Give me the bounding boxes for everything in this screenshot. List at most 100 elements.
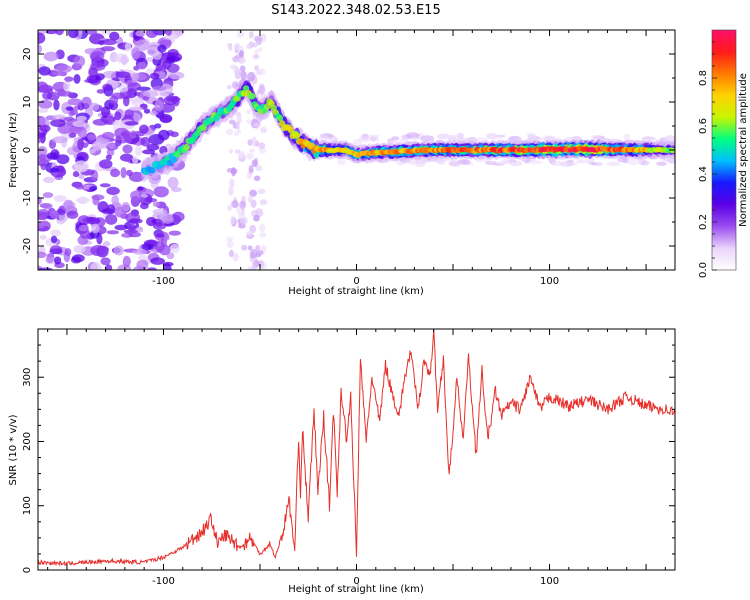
noise-blob (114, 224, 128, 231)
noise-blob (247, 71, 256, 82)
y-tick-label: 300 (22, 368, 33, 387)
noise-blob (230, 215, 236, 225)
noise-blob (68, 132, 77, 138)
noise-blob (77, 126, 87, 138)
noise-blob (248, 165, 254, 173)
ridge-cell (183, 143, 190, 151)
noise-blob (38, 223, 45, 229)
noise-blob (238, 50, 245, 59)
noise-blob (100, 46, 116, 52)
noise-blob (249, 189, 258, 197)
noise-blob (147, 49, 156, 55)
noise-blob (236, 30, 245, 38)
noise-blob (258, 47, 263, 52)
noise-blob (150, 110, 158, 116)
noise-blob (39, 124, 51, 133)
bottom-x-axis-label: Height of straight line (km) (288, 584, 424, 595)
noise-blob (49, 245, 63, 254)
noise-blob (165, 30, 172, 36)
noise-blob (249, 148, 255, 153)
noise-blob (50, 235, 58, 244)
noise-blob (501, 158, 515, 164)
noise-blob (92, 118, 109, 126)
ridge-cell (149, 167, 156, 174)
noise-blob (166, 63, 180, 73)
noise-blob (154, 123, 162, 129)
noise-blob (163, 235, 170, 241)
y-tick-label: 0 (22, 567, 33, 573)
noise-blob (38, 108, 49, 113)
noise-blob (127, 223, 136, 233)
noise-blob (108, 142, 115, 150)
noise-blob (102, 70, 118, 79)
noise-blob (456, 132, 465, 140)
noise-blob (67, 30, 79, 39)
noise-blob (109, 31, 120, 41)
noise-blob (252, 54, 260, 60)
noise-blob (163, 263, 172, 270)
noise-blob (643, 135, 652, 141)
noise-blob (168, 230, 181, 236)
noise-blob (63, 80, 71, 92)
noise-blob (129, 130, 137, 139)
y-tick-label: -10 (22, 190, 33, 206)
noise-blob (141, 243, 154, 251)
y-tick-label: 20 (22, 48, 33, 61)
noise-blob (102, 241, 111, 247)
noise-blob (85, 30, 98, 35)
noise-blob (63, 199, 74, 211)
noise-blob (260, 126, 268, 134)
top-x-axis-label: Height of straight line (km) (288, 286, 424, 297)
y-tick-label: -20 (22, 238, 33, 254)
noise-blob (50, 167, 60, 173)
noise-blob (145, 68, 155, 74)
noise-blob (69, 109, 79, 116)
noise-blob (159, 113, 173, 124)
noise-blob (75, 184, 85, 190)
noise-blob (114, 111, 122, 121)
noise-blob (42, 192, 54, 199)
x-tick-label: -100 (152, 576, 175, 587)
noise-blob (228, 42, 233, 52)
noise-blob (656, 161, 668, 166)
x-tick-label: 100 (540, 276, 559, 287)
noise-blob (231, 167, 237, 177)
x-tick-label: 0 (353, 276, 359, 287)
noise-blob (436, 158, 446, 165)
noise-blob (147, 267, 158, 270)
snr-series-line (38, 329, 675, 567)
noise-blob (58, 205, 66, 216)
ridge-cell (287, 126, 294, 134)
noise-blob (120, 130, 132, 137)
noise-blob (38, 32, 46, 44)
noise-blob (494, 134, 506, 138)
noise-blob (105, 264, 113, 270)
noise-blob (246, 43, 252, 49)
colorbar-ticks: 0.0 0.2 0.4 0.6 0.8 (698, 41, 717, 278)
noise-blob (106, 230, 120, 235)
noise-blob (571, 136, 582, 140)
noise-blob (124, 42, 132, 52)
noise-blob (255, 69, 263, 76)
noise-blob (166, 252, 175, 260)
noise-blob (259, 232, 267, 238)
noise-blob (99, 183, 111, 188)
noise-blob (110, 168, 121, 178)
noise-blob (122, 96, 130, 107)
noise-blob (131, 72, 140, 81)
noise-blob (39, 235, 47, 240)
noise-blob (45, 30, 58, 35)
noise-blob (120, 167, 127, 179)
noise-blob (135, 144, 143, 157)
noise-blob (154, 100, 164, 112)
noise-blob (88, 67, 98, 79)
noise-blob (528, 160, 543, 165)
noise-blob (129, 97, 144, 103)
noise-blob (369, 134, 380, 138)
colorbar-label: Normalized spectral amplitude (738, 73, 749, 227)
noise-blob (96, 89, 106, 94)
noise-blob (255, 208, 264, 218)
noise-blob (73, 74, 81, 84)
noise-blob (45, 89, 54, 94)
